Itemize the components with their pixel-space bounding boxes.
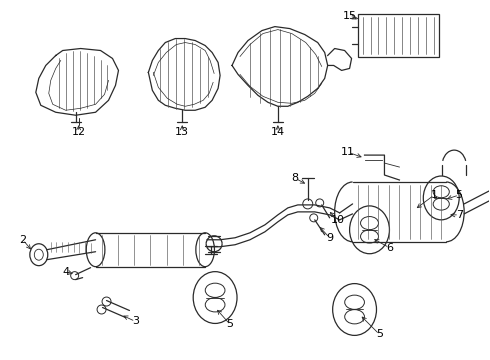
Text: 3: 3: [132, 316, 139, 327]
Text: 15: 15: [343, 11, 357, 21]
Text: 13: 13: [175, 127, 189, 137]
Text: 5: 5: [456, 190, 463, 200]
Text: 10: 10: [331, 215, 344, 225]
Text: 8: 8: [291, 173, 298, 183]
Text: 5: 5: [376, 329, 383, 339]
Text: 14: 14: [271, 127, 285, 137]
Text: 4: 4: [62, 267, 69, 276]
Text: 6: 6: [386, 243, 393, 253]
Text: 1: 1: [431, 190, 438, 200]
Text: 2: 2: [19, 235, 26, 245]
Text: 5: 5: [226, 319, 234, 329]
Bar: [358, 14, 439, 58]
Text: 11: 11: [341, 147, 355, 157]
Text: 7: 7: [456, 210, 463, 220]
Text: 12: 12: [72, 127, 86, 137]
Text: 9: 9: [326, 233, 333, 243]
